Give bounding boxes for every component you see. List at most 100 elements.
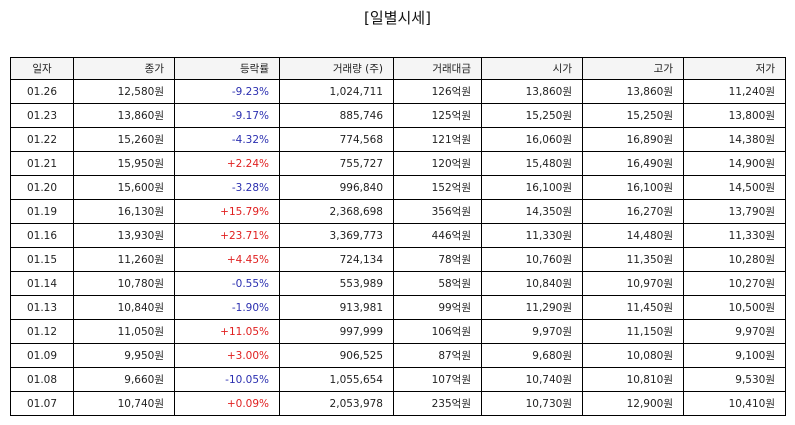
- open-cell: 15,250원: [481, 103, 583, 128]
- close-cell: 9,950원: [73, 343, 175, 368]
- low-cell: 13,790원: [683, 199, 786, 224]
- open-cell: 16,100원: [481, 175, 583, 200]
- column-header-open: 시가: [481, 57, 583, 80]
- volume-cell: 2,368,698: [279, 199, 394, 224]
- change-rate-cell: +3.00%: [174, 343, 280, 368]
- open-cell: 9,680원: [481, 343, 583, 368]
- volume-cell: 997,999: [279, 319, 394, 344]
- close-cell: 10,740원: [73, 391, 175, 416]
- high-cell: 11,350원: [582, 247, 684, 272]
- high-cell: 10,080원: [582, 343, 684, 368]
- low-cell: 11,330원: [683, 223, 786, 248]
- trade-amount-cell: 356억원: [393, 199, 482, 224]
- date-cell: 01.23: [10, 103, 74, 128]
- close-cell: 12,580원: [73, 79, 175, 104]
- change-rate-cell: -0.55%: [174, 271, 280, 296]
- column-header-low: 저가: [683, 57, 786, 80]
- change-rate-cell: +0.09%: [174, 391, 280, 416]
- low-cell: 10,270원: [683, 271, 786, 296]
- low-cell: 13,800원: [683, 103, 786, 128]
- open-cell: 10,840원: [481, 271, 583, 296]
- high-cell: 10,970원: [582, 271, 684, 296]
- change-rate-cell: -10.05%: [174, 367, 280, 392]
- high-cell: 16,890원: [582, 127, 684, 152]
- date-cell: 01.26: [10, 79, 74, 104]
- close-cell: 9,660원: [73, 367, 175, 392]
- high-cell: 13,860원: [582, 79, 684, 104]
- change-rate-cell: -1.90%: [174, 295, 280, 320]
- date-cell: 01.09: [10, 343, 74, 368]
- table-row: 01.09 9,950원 +3.00% 906,525 87억원 9,680원 10,080…: [10, 343, 786, 368]
- open-cell: 11,290원: [481, 295, 583, 320]
- volume-cell: 885,746: [279, 103, 394, 128]
- trade-amount-cell: 125억원: [393, 103, 482, 128]
- table-row: 01.16 13,930원 +23.71% 3,369,773 446억원 11,330원…: [10, 223, 786, 248]
- close-cell: 15,260원: [73, 127, 175, 152]
- trade-amount-cell: 446억원: [393, 223, 482, 248]
- close-cell: 11,050원: [73, 319, 175, 344]
- low-cell: 10,410원: [683, 391, 786, 416]
- low-cell: 14,900원: [683, 151, 786, 176]
- change-rate-cell: -4.32%: [174, 127, 280, 152]
- trade-amount-cell: 106억원: [393, 319, 482, 344]
- low-cell: 9,100원: [683, 343, 786, 368]
- high-cell: 16,100원: [582, 175, 684, 200]
- date-cell: 01.15: [10, 247, 74, 272]
- low-cell: 9,530원: [683, 367, 786, 392]
- table-row: 01.19 16,130원 +15.79% 2,368,698 356억원 14,350원…: [10, 199, 786, 224]
- low-cell: 10,280원: [683, 247, 786, 272]
- date-cell: 01.22: [10, 127, 74, 152]
- volume-cell: 755,727: [279, 151, 394, 176]
- change-rate-cell: +2.24%: [174, 151, 280, 176]
- high-cell: 15,250원: [582, 103, 684, 128]
- high-cell: 16,270원: [582, 199, 684, 224]
- trade-amount-cell: 235억원: [393, 391, 482, 416]
- low-cell: 11,240원: [683, 79, 786, 104]
- volume-cell: 2,053,978: [279, 391, 394, 416]
- change-rate-cell: +11.05%: [174, 319, 280, 344]
- open-cell: 10,730원: [481, 391, 583, 416]
- volume-cell: 996,840: [279, 175, 394, 200]
- change-rate-cell: +15.79%: [174, 199, 280, 224]
- high-cell: 11,450원: [582, 295, 684, 320]
- date-cell: 01.16: [10, 223, 74, 248]
- open-cell: 15,480원: [481, 151, 583, 176]
- low-cell: 9,970원: [683, 319, 786, 344]
- column-header-change-rate: 등락률: [174, 57, 280, 80]
- close-cell: 10,780원: [73, 271, 175, 296]
- table-row: 01.13 10,840원 -1.90% 913,981 99억원 11,290원 11,4…: [10, 295, 786, 320]
- open-cell: 16,060원: [481, 127, 583, 152]
- date-cell: 01.08: [10, 367, 74, 392]
- volume-cell: 1,055,654: [279, 367, 394, 392]
- low-cell: 14,380원: [683, 127, 786, 152]
- low-cell: 14,500원: [683, 175, 786, 200]
- trade-amount-cell: 120억원: [393, 151, 482, 176]
- open-cell: 13,860원: [481, 79, 583, 104]
- column-header-volume: 거래량 (주): [279, 57, 394, 80]
- column-header-date: 일자: [10, 57, 74, 80]
- volume-cell: 724,134: [279, 247, 394, 272]
- high-cell: 14,480원: [582, 223, 684, 248]
- close-cell: 13,860원: [73, 103, 175, 128]
- low-cell: 10,500원: [683, 295, 786, 320]
- change-rate-cell: +4.45%: [174, 247, 280, 272]
- trade-amount-cell: 121억원: [393, 127, 482, 152]
- trade-amount-cell: 99억원: [393, 295, 482, 320]
- table-row: 01.21 15,950원 +2.24% 755,727 120억원 15,480원 16,…: [10, 151, 786, 176]
- date-cell: 01.19: [10, 199, 74, 224]
- trade-amount-cell: 107억원: [393, 367, 482, 392]
- volume-cell: 1,024,711: [279, 79, 394, 104]
- date-cell: 01.07: [10, 391, 74, 416]
- column-header-high: 고가: [582, 57, 684, 80]
- open-cell: 14,350원: [481, 199, 583, 224]
- change-rate-cell: -9.17%: [174, 103, 280, 128]
- date-cell: 01.13: [10, 295, 74, 320]
- change-rate-cell: -3.28%: [174, 175, 280, 200]
- column-header-trade-amount: 거래대금: [393, 57, 482, 80]
- table-row: 01.26 12,580원 -9.23% 1,024,711 126억원 13,860원 1…: [10, 79, 786, 104]
- close-cell: 10,840원: [73, 295, 175, 320]
- open-cell: 9,970원: [481, 319, 583, 344]
- daily-price-table: 일자 종가 등락률 거래량 (주) 거래대금 시가 고가 저가 01.26 12,…: [10, 57, 786, 416]
- trade-amount-cell: 152억원: [393, 175, 482, 200]
- volume-cell: 553,989: [279, 271, 394, 296]
